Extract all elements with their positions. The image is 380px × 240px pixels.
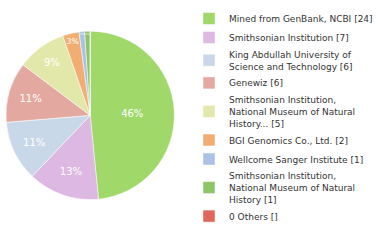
svg-text:Smithsonian Institution,Nation: Smithsonian Institution,National Museum … (229, 171, 355, 204)
svg-text:BGI Genomics Co., Ltd. [2]: BGI Genomics Co., Ltd. [2] (229, 136, 348, 146)
svg-text:46%: 46% (121, 108, 143, 119)
svg-text:0 Others []: 0 Others [] (229, 212, 278, 222)
svg-text:Genewiz [6]: Genewiz [6] (229, 78, 283, 88)
svg-text:13%: 13% (60, 166, 82, 177)
svg-text:Smithsonian Institution,Nation: Smithsonian Institution,National Museum … (229, 95, 355, 128)
svg-text:King Abdullah University ofSci: King Abdullah University ofScience and T… (229, 50, 353, 72)
svg-text:3%: 3% (66, 37, 79, 46)
svg-text:9%: 9% (44, 57, 60, 68)
svg-text:1%: 1% (80, 32, 85, 36)
svg-text:11%: 11% (23, 137, 45, 148)
svg-text:1%: 1% (85, 32, 90, 36)
svg-text:11%: 11% (19, 93, 41, 104)
svg-text:Wellcome Sanger Institute [1]: Wellcome Sanger Institute [1] (229, 155, 363, 165)
svg-text:Smithsonian Institution [7]: Smithsonian Institution [7] (229, 33, 349, 43)
svg-text:Mined from GenBank, NCBI [24]: Mined from GenBank, NCBI [24] (229, 14, 373, 24)
